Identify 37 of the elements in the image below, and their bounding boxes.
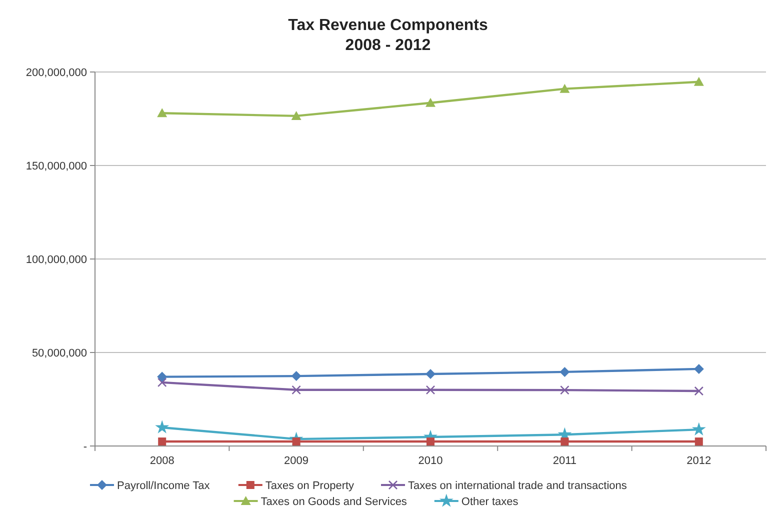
point bbox=[426, 385, 436, 395]
x-tick-label: 2009 bbox=[284, 455, 309, 467]
y-tick-label: 50,000,000 bbox=[32, 347, 87, 360]
point bbox=[694, 76, 704, 86]
point bbox=[560, 84, 570, 93]
point bbox=[426, 98, 436, 107]
y-tick-label: 150,000,000 bbox=[26, 160, 87, 172]
point bbox=[694, 386, 704, 396]
legend-label: Other taxes bbox=[461, 496, 519, 508]
point bbox=[157, 108, 168, 118]
point bbox=[560, 438, 569, 446]
point bbox=[157, 378, 167, 388]
point bbox=[292, 385, 301, 395]
point bbox=[692, 422, 706, 436]
x-tick-label: 2008 bbox=[150, 455, 174, 467]
point bbox=[291, 371, 302, 382]
legend-label: Taxes on international trade and transactions bbox=[408, 480, 628, 492]
legend-label: Taxes on Property bbox=[265, 480, 355, 492]
y-tick-label: 100,000,000 bbox=[26, 254, 87, 266]
x-tick-label: 2012 bbox=[686, 455, 712, 467]
point bbox=[560, 385, 570, 395]
x-tick-label: 2011 bbox=[552, 455, 577, 467]
x-tick-label: 2010 bbox=[418, 455, 443, 467]
point bbox=[426, 438, 434, 446]
point bbox=[155, 420, 170, 434]
legend-label: Taxes on Goods and Services bbox=[260, 496, 408, 508]
y-tick-label: 200,000,000 bbox=[26, 66, 87, 79]
point bbox=[694, 438, 703, 446]
point bbox=[157, 372, 168, 382]
point bbox=[560, 366, 570, 377]
point bbox=[426, 369, 436, 380]
point bbox=[291, 110, 302, 120]
point bbox=[158, 438, 166, 446]
chart-title: Tax Revenue Components 2008 - 2012 bbox=[288, 17, 488, 54]
y-tick-label: - bbox=[83, 440, 88, 453]
legend-label: Payroll/Income Tax bbox=[117, 480, 210, 492]
point bbox=[694, 364, 704, 374]
